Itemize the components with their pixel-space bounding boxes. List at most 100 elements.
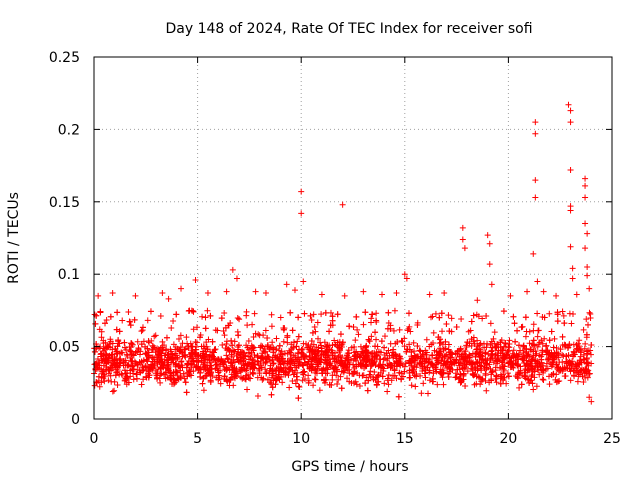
data-point [278,373,285,380]
data-point [242,360,249,367]
data-point [151,333,158,340]
data-point [532,194,539,201]
data-point [499,362,506,369]
data-point [329,349,336,356]
data-point [586,309,593,316]
data-point [159,359,166,366]
y-tick-label: 0 [71,412,80,428]
data-point [234,356,241,363]
data-point [368,333,375,340]
data-point [312,366,319,373]
data-point [204,346,211,353]
data-point [278,367,285,374]
data-point [466,352,473,359]
data-point [228,351,235,358]
data-point [408,382,415,389]
data-point [565,101,572,108]
data-point [318,311,325,318]
data-point [114,368,121,375]
data-point [396,369,403,376]
data-point [221,373,228,380]
data-point [559,333,566,340]
data-point [200,387,207,394]
data-point [138,358,145,365]
data-point [583,316,590,323]
data-point [423,351,430,358]
data-point [116,328,123,335]
data-point [395,393,402,400]
data-point [262,327,269,334]
data-point [295,314,302,321]
data-point [516,370,523,377]
data-point [587,351,594,358]
data-point [112,346,119,353]
data-point [171,376,178,383]
data-point [229,342,236,349]
data-point [294,358,301,365]
data-point [333,363,340,370]
data-point [157,379,164,386]
data-point [250,333,257,340]
data-point [288,346,295,353]
data-point [439,328,446,335]
data-point [334,311,341,318]
data-point [379,291,386,298]
data-point [286,366,293,373]
data-point [103,316,110,323]
data-point [137,359,144,366]
y-tick-label: 0.15 [49,195,80,211]
data-point [365,377,372,384]
data-point [550,344,557,351]
data-point [439,374,446,381]
data-point [215,376,222,383]
data-point [322,309,329,316]
data-point [566,341,573,348]
data-point [401,343,408,350]
data-point [268,323,275,330]
data-point [235,346,242,353]
data-point [363,342,370,349]
data-point [294,349,301,356]
data-point [391,307,398,314]
data-point [500,354,507,361]
data-point [217,380,224,387]
data-point [209,338,216,345]
data-point [139,324,146,331]
data-point [209,373,216,380]
data-point [352,337,359,344]
data-point [502,340,509,347]
data-point [524,352,531,359]
data-point [567,166,574,173]
data-point [511,320,518,327]
data-point [184,373,191,380]
data-point [260,375,267,382]
data-point [177,348,184,355]
data-point [210,349,217,356]
data-point [390,327,397,334]
data-point [457,346,464,353]
data-point [381,344,388,351]
data-point [127,322,134,329]
data-point [422,358,429,365]
data-point [373,317,380,324]
data-point [247,375,254,382]
data-point [566,310,573,317]
data-point [422,367,429,374]
data-point [442,345,449,352]
data-point [115,337,122,344]
data-point [408,353,415,360]
data-point [130,376,137,383]
data-point [332,341,339,348]
data-point [540,376,547,383]
data-point [119,372,126,379]
data-point [411,348,418,355]
data-point [188,372,195,379]
data-point [183,364,190,371]
data-point [105,377,112,384]
data-point [462,354,469,361]
data-point [532,177,539,184]
data-point [416,347,423,354]
data-point [543,342,550,349]
data-point [500,366,507,373]
data-point [484,232,491,239]
